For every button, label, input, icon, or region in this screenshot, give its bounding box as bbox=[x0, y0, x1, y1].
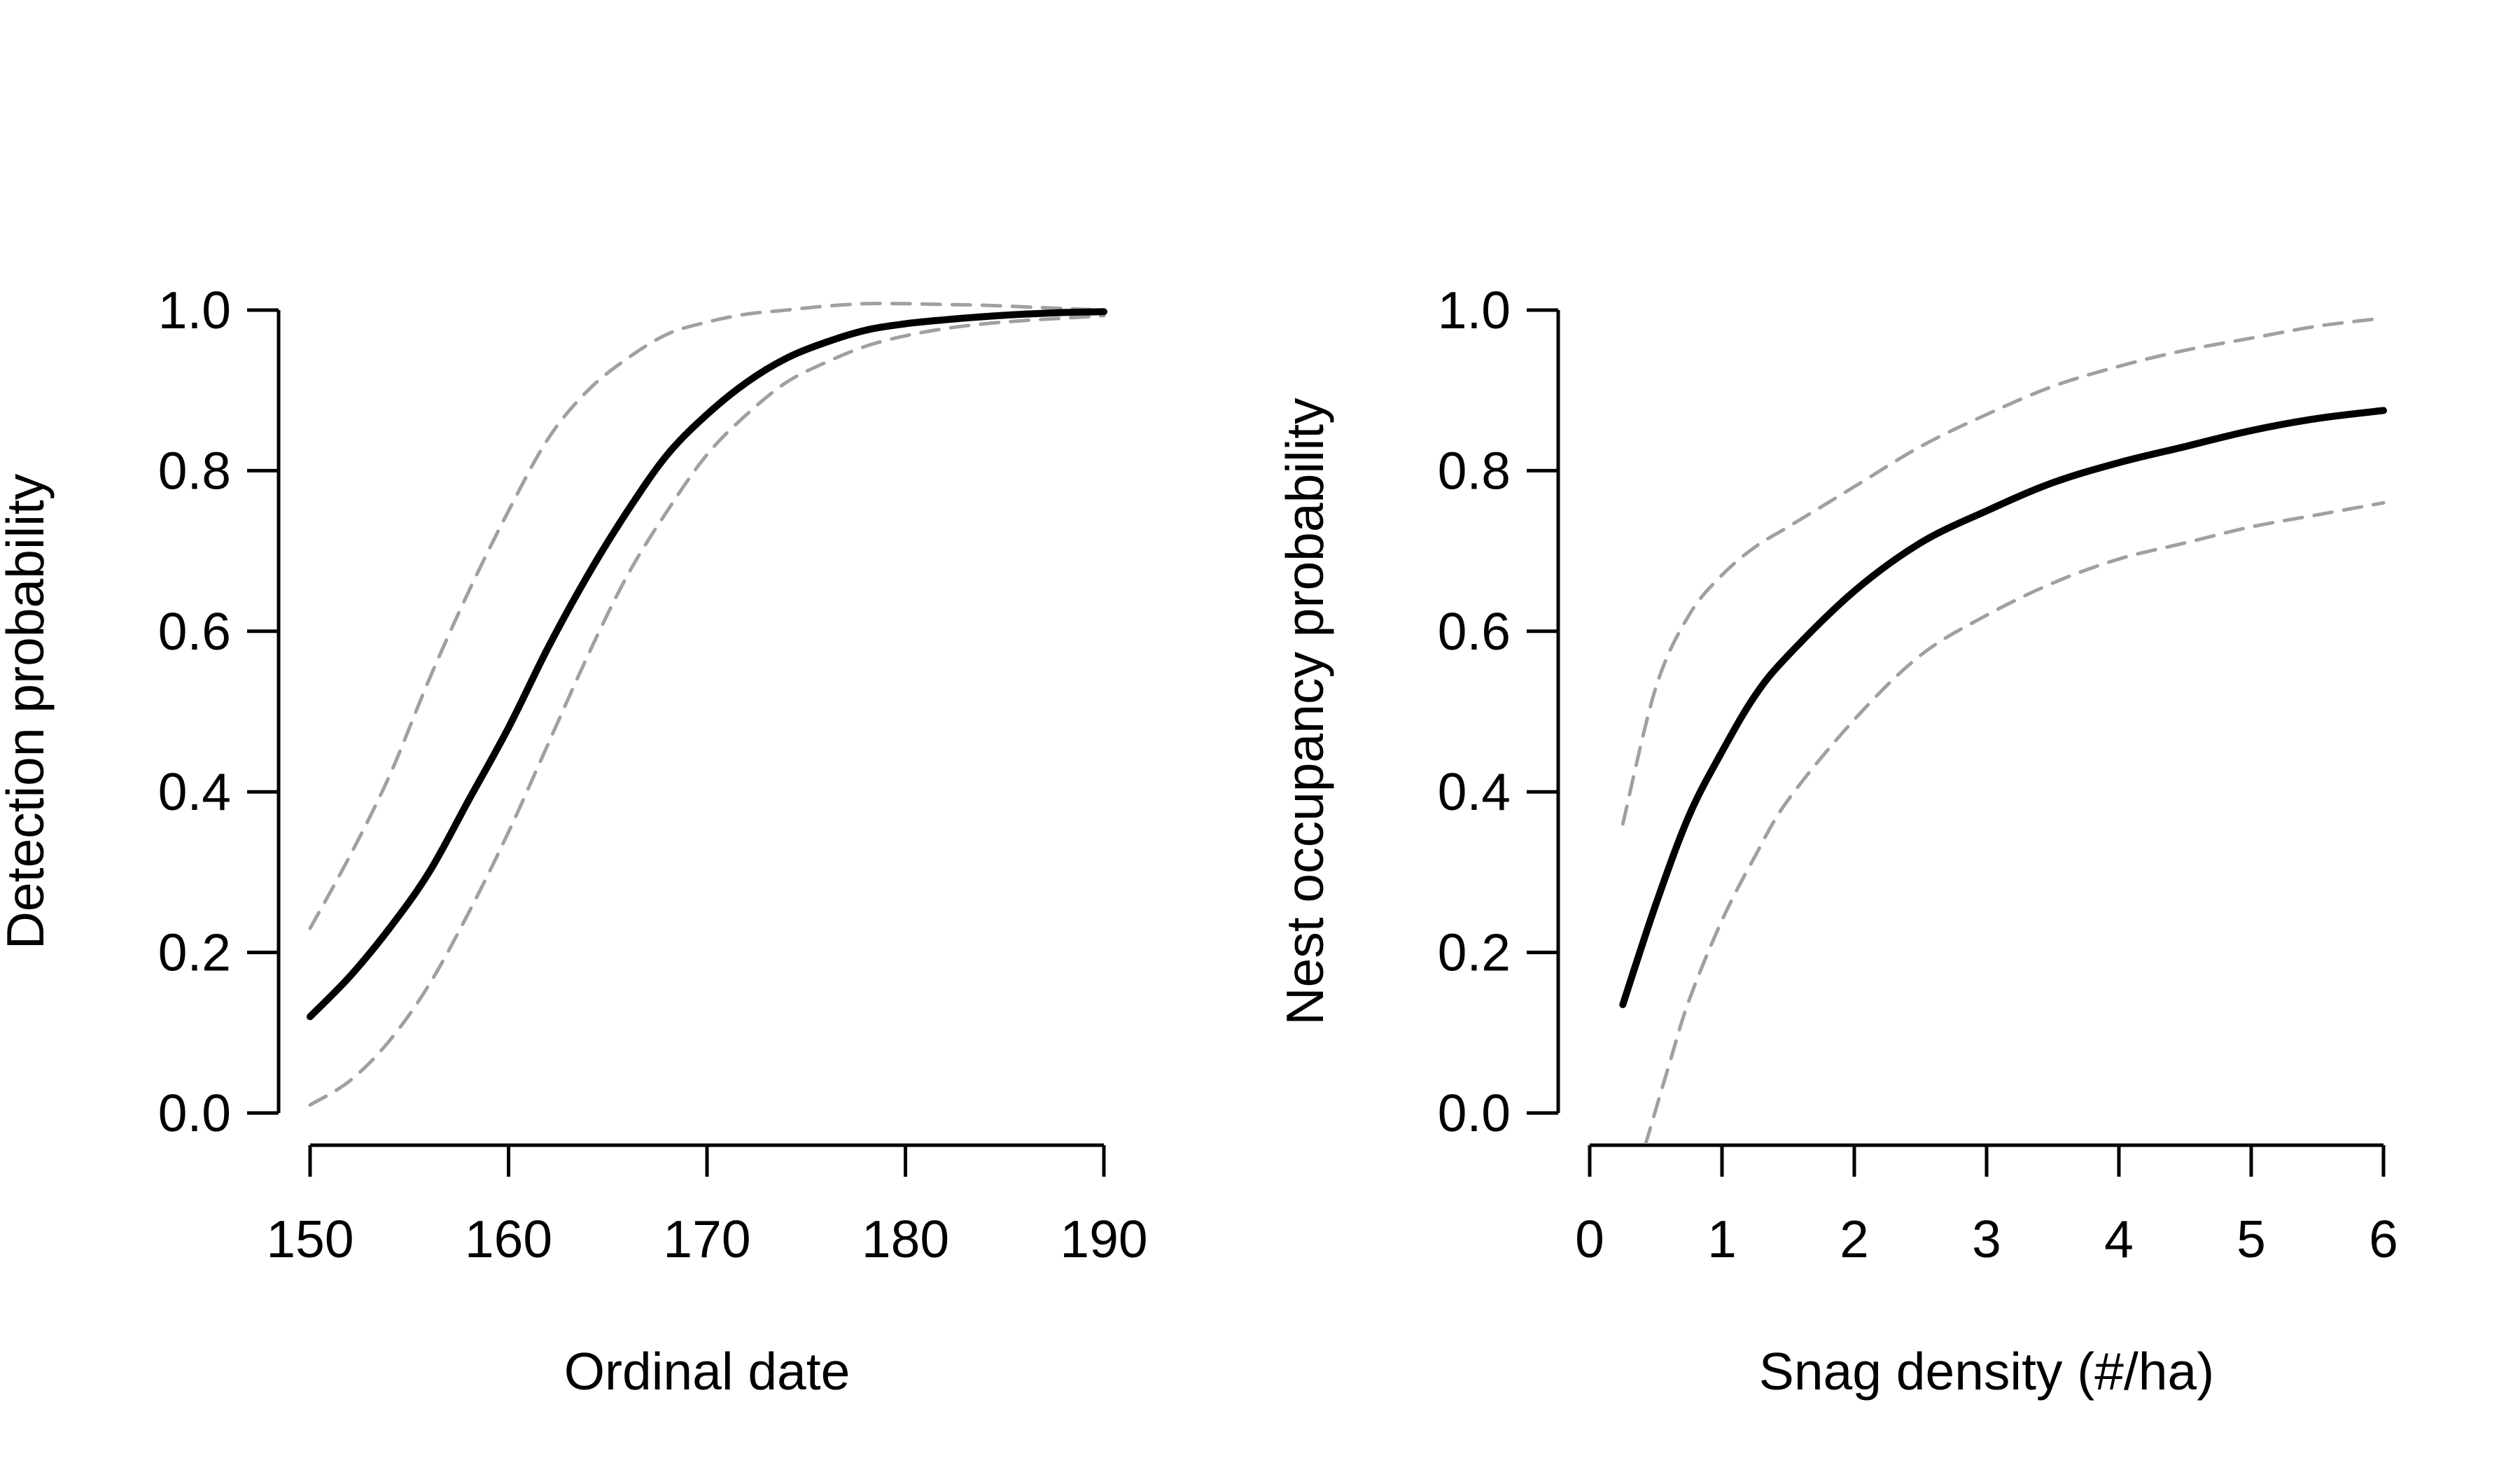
y-tick-label: 0.8 bbox=[1438, 441, 1511, 500]
y-tick-label: 0.2 bbox=[158, 923, 231, 982]
x-tick-label: 160 bbox=[465, 1210, 552, 1268]
lower-confidence-line bbox=[308, 314, 1106, 1107]
panel-detection-probability: 0.0 0.2 0.4 0.6 0.8 1.0 150 160 170 180 190 Ordinal… bbox=[0, 281, 1148, 1401]
y-tick-label: 0.4 bbox=[158, 762, 231, 821]
x-tick-label: 0 bbox=[1575, 1210, 1604, 1268]
y-tick-label: 0.4 bbox=[1438, 762, 1511, 821]
y-tick-label: 0.6 bbox=[1438, 602, 1511, 661]
x-tick-label: 150 bbox=[266, 1210, 354, 1268]
y-axis-label: Nest occupancy probability bbox=[1275, 398, 1334, 1026]
y-tick-label: 0.0 bbox=[1438, 1084, 1511, 1142]
x-tick-label: 180 bbox=[862, 1210, 949, 1268]
upper-confidence-line bbox=[308, 302, 1106, 930]
x-tick-label: 6 bbox=[2369, 1210, 2398, 1268]
upper-confidence-line bbox=[1620, 316, 2386, 826]
panel-nest-occupancy-probability: 0.0 0.2 0.4 0.6 0.8 1.0 0 1 2 3 4 5 6 Snag density (#… bbox=[1275, 281, 2398, 1401]
y-tick-label: 0.0 bbox=[158, 1084, 231, 1142]
estimate-line bbox=[1619, 407, 2387, 1009]
x-tick-label: 190 bbox=[1060, 1210, 1147, 1268]
x-tick-label: 5 bbox=[2236, 1210, 2266, 1268]
y-tick-label: 1.0 bbox=[1438, 281, 1511, 340]
x-tick-label: 2 bbox=[1840, 1210, 1869, 1268]
y-tick-label: 0.6 bbox=[158, 602, 231, 661]
y-axis-label: Detection probability bbox=[0, 473, 55, 949]
x-axis-label: Ordinal date bbox=[564, 1342, 850, 1401]
y-tick-label: 0.8 bbox=[158, 441, 231, 500]
lower-confidence-line bbox=[1644, 500, 2386, 1144]
x-tick-label: 3 bbox=[1972, 1210, 2001, 1268]
y-tick-label: 1.0 bbox=[158, 281, 231, 340]
estimate-line bbox=[307, 308, 1107, 1021]
x-tick-label: 170 bbox=[663, 1210, 750, 1268]
x-tick-label: 4 bbox=[2104, 1210, 2134, 1268]
x-axis-label: Snag density (#/ha) bbox=[1759, 1342, 2214, 1401]
x-tick-label: 1 bbox=[1707, 1210, 1737, 1268]
y-tick-label: 0.2 bbox=[1438, 923, 1511, 982]
